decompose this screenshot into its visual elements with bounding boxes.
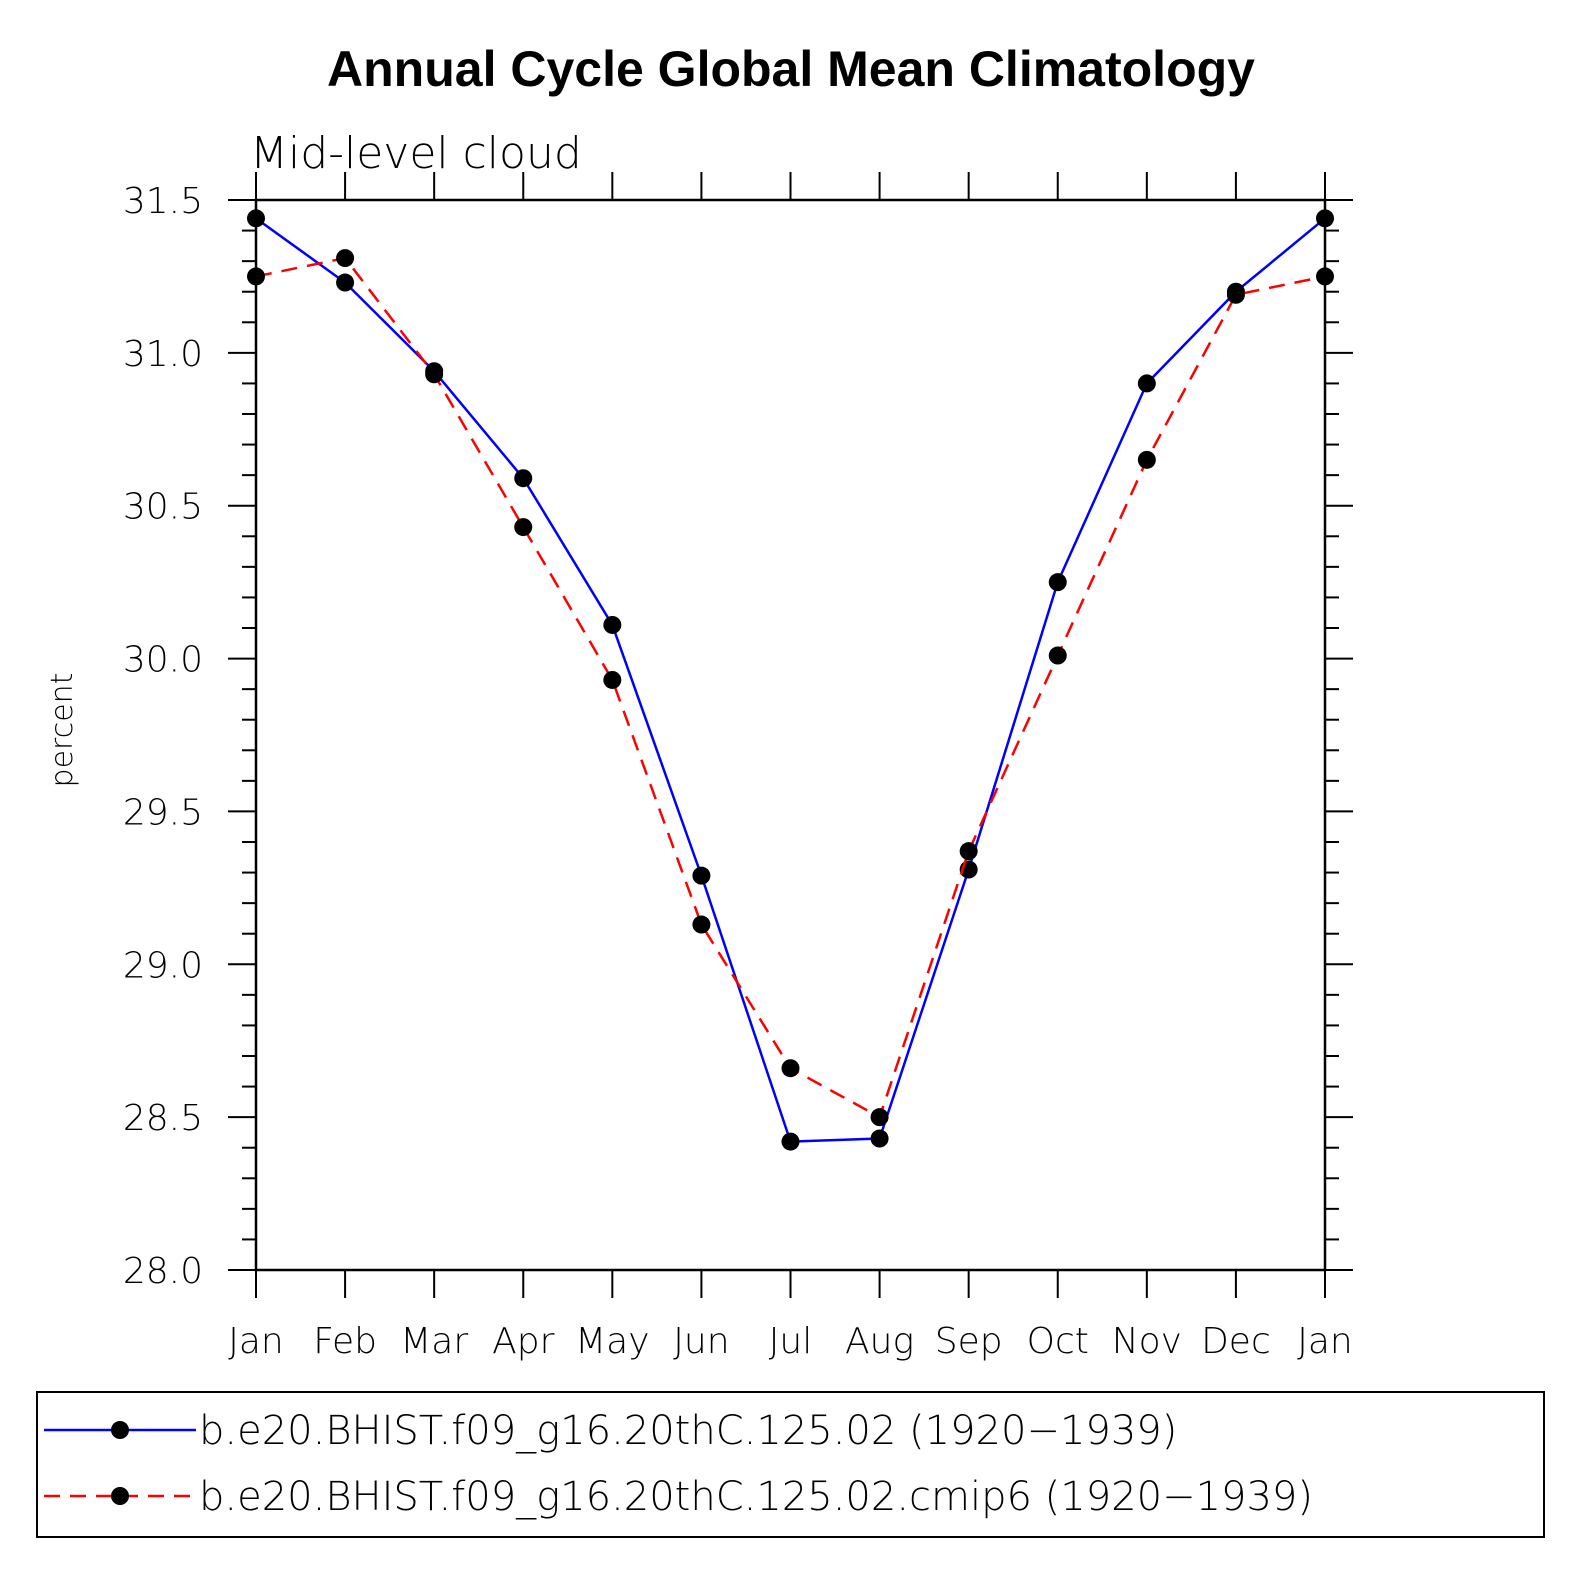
data-point [1048,573,1067,592]
legend-entry-1: b.e20.BHIST.f09_g16.20thC.125.02 (1920−1… [44,1408,1177,1454]
legend-label: b.e20.BHIST.f09_g16.20thC.125.02 (1920−1… [199,1408,1177,1454]
data-point [781,1059,800,1078]
axes: 28.0 28.5 29.0 29.5 30.0 30.5 31.0 31.5 Jan Feb Ma… [123,172,1353,1362]
data-point [1137,374,1156,393]
y-axis-label: percent [45,673,80,788]
x-tick-label: Jun [673,1321,729,1362]
series-line [255,256,1326,1119]
legend-marker [111,1421,129,1439]
x-tick-label: Aug [845,1321,914,1362]
x-tick-label: Jan [228,1321,284,1362]
legend: b.e20.BHIST.f09_g16.20thC.125.02 (1920−1… [36,1391,1545,1538]
y-tick-label: 28.0 [123,1251,203,1292]
legend-label: b.e20.BHIST.f09_g16.20thC.125.02.cmip6 (… [199,1474,1313,1520]
data-point [336,249,355,268]
series-line [255,217,1326,1143]
data-point [1226,285,1245,304]
y-tick-label: 29.0 [123,945,203,986]
y-tick-label: 31.5 [123,181,203,222]
chart-title: Annual Cycle Global Mean Climatology [327,41,1255,97]
y-tick-label: 28.5 [123,1098,203,1139]
data-point [1137,450,1156,469]
chart-subtitle: Mid-level cloud [250,128,582,179]
data-point [603,670,622,689]
legend-entry-2: b.e20.BHIST.f09_g16.20thC.125.02.cmip6 (… [44,1474,1313,1520]
y-tick-label: 31.0 [123,334,203,375]
data-point [1316,267,1334,286]
series-1 [247,209,1334,1151]
data-point [514,469,533,488]
data-point [247,209,265,228]
data-point [692,915,711,934]
legend-box [36,1391,1545,1538]
x-tick-label: Feb [313,1321,377,1362]
x-tick-label: Oct [1027,1321,1089,1362]
x-tick-label: May [575,1321,649,1362]
y-tick-label: 30.0 [123,640,203,681]
plot-frame [254,198,1327,1272]
series-2 [247,249,1334,1127]
x-tick-label: Mar [400,1321,468,1362]
y-tick-label: 30.5 [123,487,203,528]
data-point [870,1129,889,1148]
data-point [425,365,444,384]
x-tick-label: Jan [1297,1321,1353,1362]
x-tick-label: Nov [1112,1321,1182,1362]
data-point [781,1132,800,1151]
data-point [247,267,265,286]
x-tick-label: Dec [1201,1321,1271,1362]
x-tick-label: Sep [935,1321,1003,1362]
data-point [870,1108,889,1127]
data-point [1316,209,1334,228]
data-point [692,866,711,885]
x-tick-label: Jul [769,1321,812,1362]
data-point [1048,646,1067,665]
y-tick-label: 29.5 [123,792,203,833]
legend-marker [111,1487,129,1505]
series-layer [247,209,1334,1151]
data-point [603,615,622,634]
data-point [959,842,978,861]
data-point [336,273,355,292]
x-tick-label: Apr [492,1321,554,1362]
data-point [514,518,533,537]
